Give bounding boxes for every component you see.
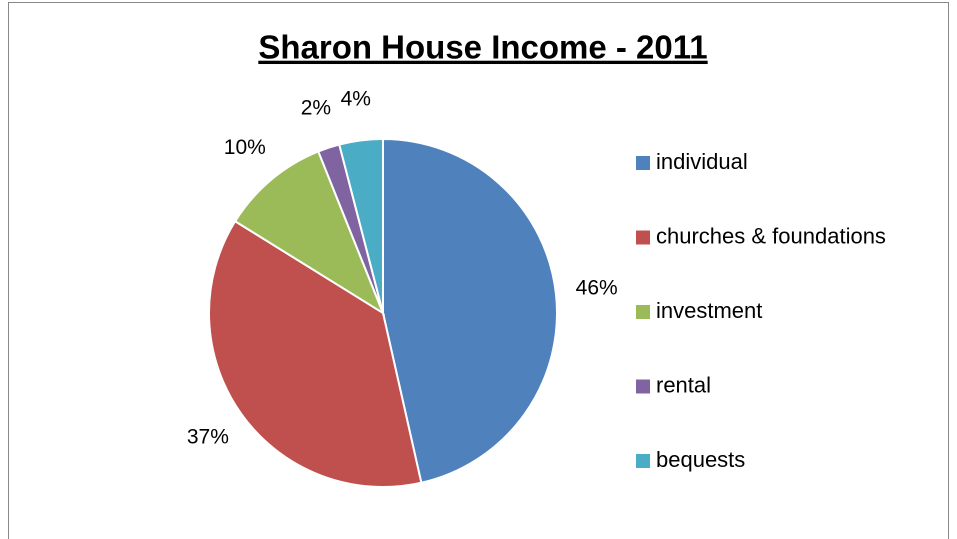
legend-swatch <box>636 454 650 468</box>
legend-label: investment <box>656 298 762 323</box>
legend-swatch <box>636 230 650 245</box>
legend-label: individual <box>656 149 748 174</box>
legend-swatch <box>636 156 650 170</box>
pie-slice <box>208 219 423 488</box>
data-label: 2% <box>301 96 331 119</box>
data-label: 37% <box>187 425 229 448</box>
data-label: 10% <box>224 136 266 159</box>
pie-slice <box>382 137 558 484</box>
legend-swatch <box>636 379 650 394</box>
legend-label: churches & foundations <box>656 223 886 248</box>
chart-title: Sharon House Income - 2011 <box>258 29 707 66</box>
data-label: 4% <box>341 87 371 110</box>
data-label: 46% <box>576 277 618 300</box>
legend-label: rental <box>656 372 711 397</box>
legend-label: bequests <box>656 447 745 472</box>
pie-slice <box>233 150 386 316</box>
pie-slice <box>338 137 384 314</box>
legend-swatch <box>636 305 650 319</box>
